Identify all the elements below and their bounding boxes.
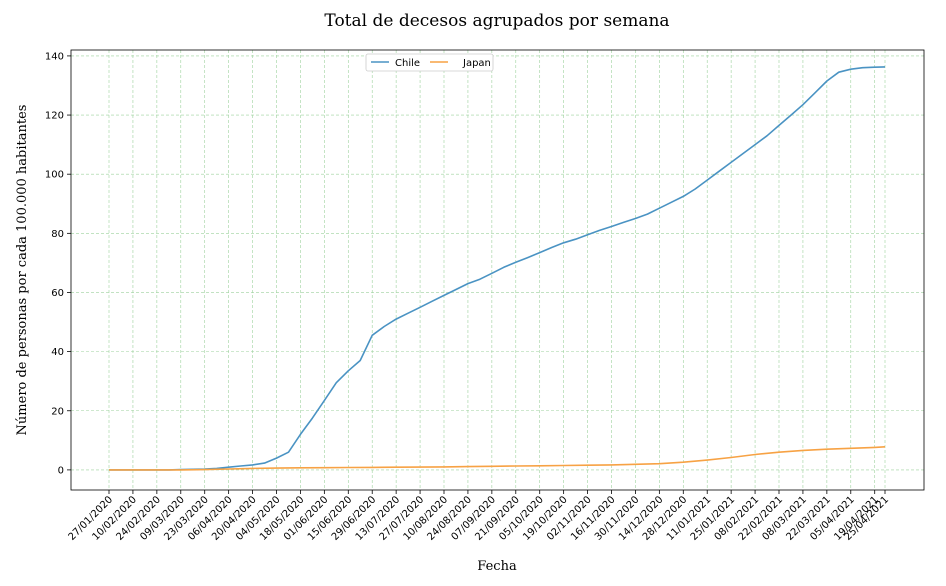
y-tick-label: 40: [51, 347, 64, 358]
y-tick-label: 60: [51, 288, 64, 299]
series-line-japan: [109, 446, 886, 471]
series-layer: [109, 66, 886, 471]
legend-label-chile: Chile: [395, 58, 420, 69]
y-tick-label: 80: [51, 229, 64, 240]
y-axis-label: Número de personas por cada 100.000 habi…: [15, 105, 30, 436]
legend-box: [365, 53, 494, 72]
chart-title: Total de decesos agrupados por semana: [324, 11, 669, 31]
legend-label-japan: Japan: [462, 58, 491, 69]
y-tick-label: 120: [45, 111, 64, 122]
x-axis: 27/01/202010/02/202024/02/202009/03/2020…: [67, 490, 891, 543]
legend: Chile Japan: [365, 53, 494, 72]
y-tick-label: 100: [45, 170, 64, 181]
y-axis: 0 20 40 60 80 100 120 140: [45, 51, 71, 476]
y-tick-label: 20: [51, 406, 64, 417]
plot-frame: [70, 49, 925, 491]
series-line-chile: [109, 66, 886, 471]
y-tick-label: 140: [45, 51, 64, 62]
gridlines: [71, 50, 924, 490]
x-axis-label: Fecha: [477, 559, 517, 574]
y-tick-label: 0: [58, 465, 64, 476]
